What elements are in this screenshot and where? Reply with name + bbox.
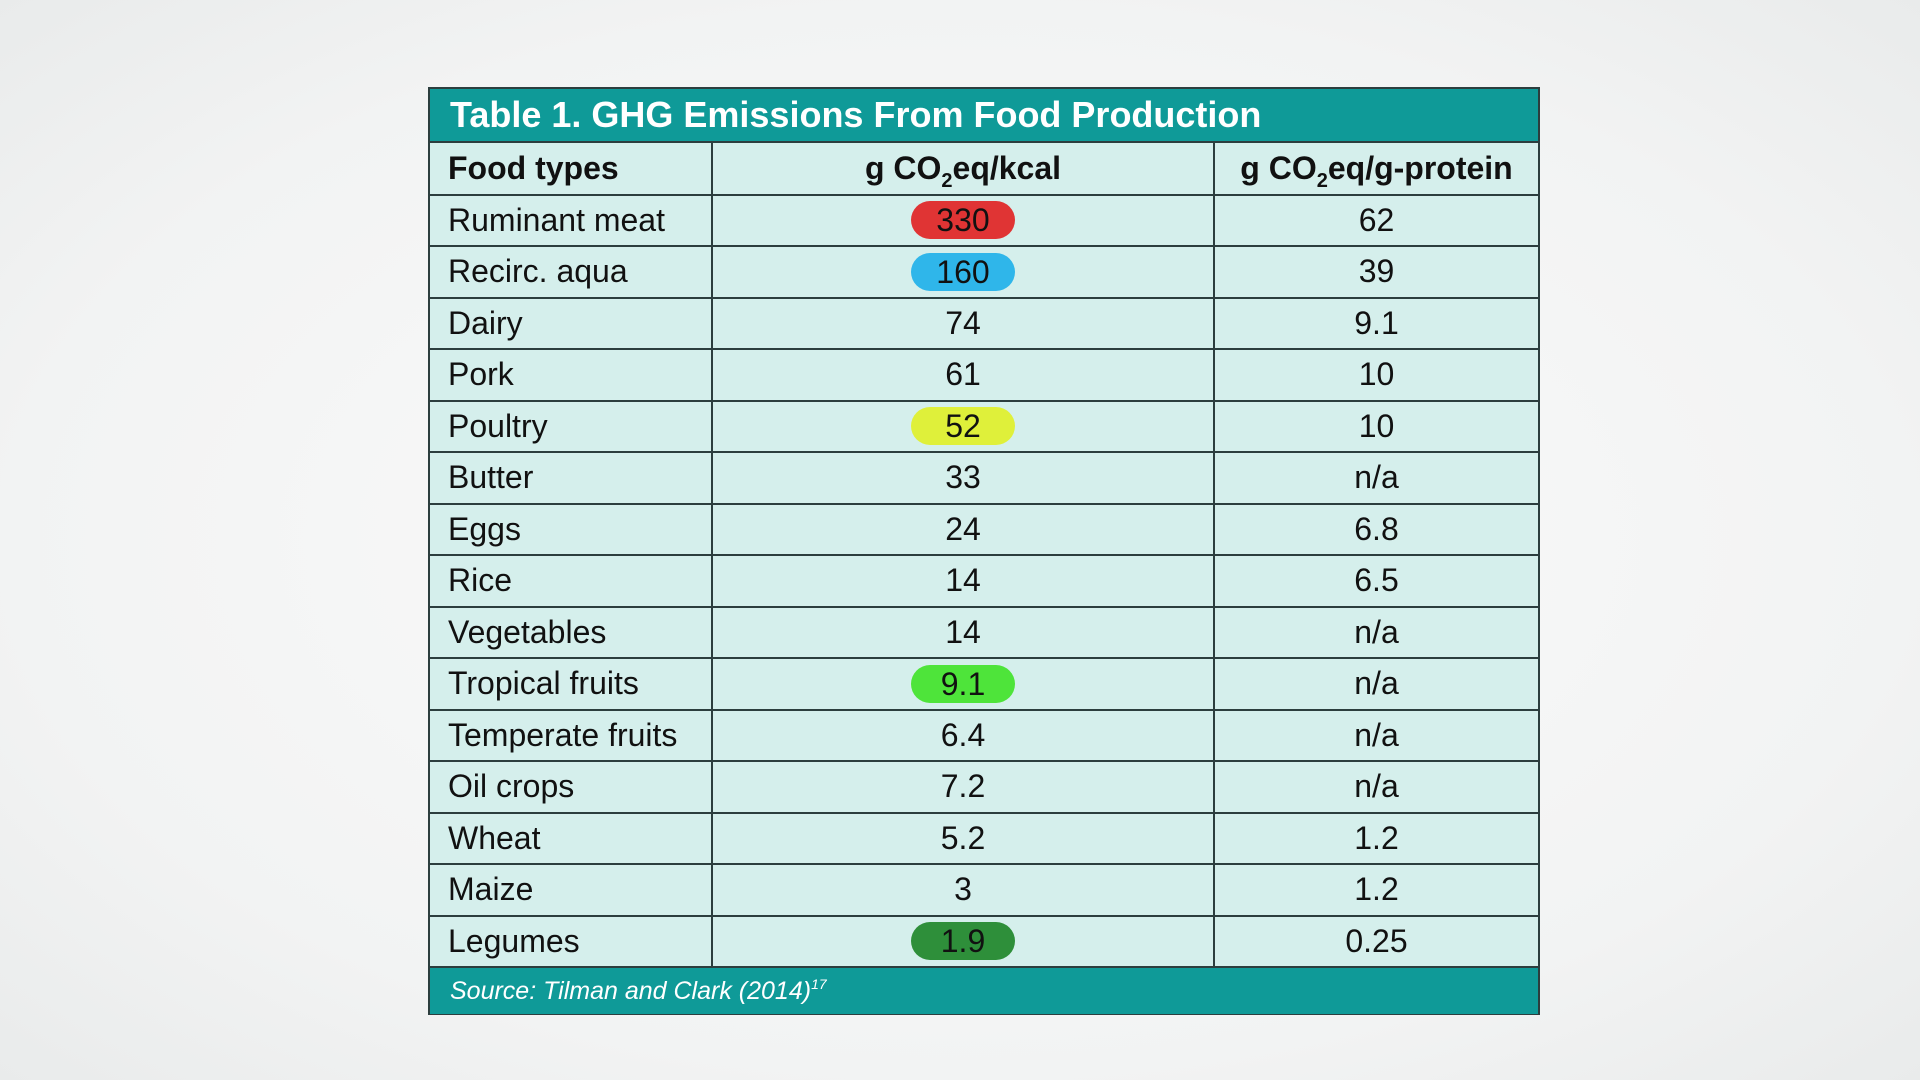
- table-row: Eggs 24 6.8: [430, 503, 1538, 556]
- food-type-cell: Eggs: [430, 503, 713, 556]
- co2-per-protein-cell: n/a: [1214, 658, 1538, 711]
- co2-per-kcal-cell: 6.4: [712, 709, 1215, 762]
- co2-per-protein-cell: n/a: [1214, 709, 1538, 762]
- co2-per-kcal-cell: 14: [712, 606, 1215, 659]
- highlight-pill: 52: [911, 407, 1015, 446]
- food-type-cell: Wheat: [430, 812, 713, 865]
- food-type-cell: Maize: [430, 864, 713, 917]
- table-row: Dairy 74 9.1: [430, 297, 1538, 350]
- co2-per-protein-cell: 10: [1214, 349, 1538, 402]
- co2-per-kcal-cell: 61: [712, 349, 1215, 402]
- co2-per-kcal-cell: 33: [712, 452, 1215, 505]
- co2-per-kcal-cell: 7.2: [712, 761, 1215, 814]
- table-row: Recirc. aqua 160 39: [430, 246, 1538, 299]
- highlight-pill: 330: [911, 201, 1015, 240]
- food-type-cell: Dairy: [430, 297, 713, 350]
- table-row: Vegetables 14 n/a: [430, 606, 1538, 659]
- header-co2-per-kcal-sub: 2: [941, 169, 953, 192]
- food-type-cell: Pork: [430, 349, 713, 402]
- co2-per-kcal-cell: 14: [712, 555, 1215, 608]
- table-row: Butter 33 n/a: [430, 452, 1538, 505]
- highlight-pill: 160: [911, 252, 1015, 291]
- food-type-cell: Recirc. aqua: [430, 246, 713, 299]
- food-type-cell: Rice: [430, 555, 713, 608]
- co2-per-kcal-cell: 3: [712, 864, 1215, 917]
- source-citation: Source: Tilman and Clark (2014): [450, 977, 812, 1005]
- co2-per-protein-cell: 62: [1214, 194, 1538, 247]
- co2-per-protein-cell: 39: [1214, 246, 1538, 299]
- header-co2-per-kcal-suffix: eq/kcal: [952, 149, 1062, 186]
- food-type-cell: Legumes: [430, 915, 713, 968]
- table-row: Rice 14 6.5: [430, 555, 1538, 608]
- table-row: Temperate fruits 6.4 n/a: [430, 709, 1538, 762]
- header-co2-per-protein-sub: 2: [1316, 169, 1328, 192]
- co2-per-kcal-cell: 1.9: [712, 915, 1215, 968]
- table-row: Ruminant meat 330 62: [430, 194, 1538, 247]
- table-row: Tropical fruits 9.1 n/a: [430, 658, 1538, 711]
- food-type-cell: Tropical fruits: [430, 658, 713, 711]
- table-title: Table 1. GHG Emissions From Food Product…: [430, 89, 1538, 143]
- table-row: Maize 3 1.2: [430, 864, 1538, 917]
- table-footer: Source: Tilman and Clark (2014)17: [430, 968, 1538, 1014]
- food-type-cell: Oil crops: [430, 761, 713, 814]
- header-row: Food types g CO2eq/kcal g CO2eq/g-protei…: [430, 143, 1538, 196]
- co2-per-protein-cell: 6.5: [1214, 555, 1538, 608]
- food-type-cell: Butter: [430, 452, 713, 505]
- emissions-table: Food types g CO2eq/kcal g CO2eq/g-protei…: [430, 143, 1538, 968]
- table-row: Pork 61 10: [430, 349, 1538, 402]
- co2-per-kcal-cell: 24: [712, 503, 1215, 556]
- co2-per-protein-cell: 1.2: [1214, 812, 1538, 865]
- co2-per-protein-cell: 1.2: [1214, 864, 1538, 917]
- emissions-table-card: Table 1. GHG Emissions From Food Product…: [428, 87, 1540, 1015]
- co2-per-protein-cell: n/a: [1214, 452, 1538, 505]
- food-type-cell: Temperate fruits: [430, 709, 713, 762]
- co2-per-protein-cell: n/a: [1214, 761, 1538, 814]
- food-type-cell: Vegetables: [430, 606, 713, 659]
- co2-per-protein-cell: n/a: [1214, 606, 1538, 659]
- co2-per-kcal-cell: 74: [712, 297, 1215, 350]
- co2-per-kcal-cell: 9.1: [712, 658, 1215, 711]
- header-food-types: Food types: [430, 143, 713, 196]
- co2-per-kcal-cell: 52: [712, 400, 1215, 453]
- header-co2-per-kcal: g CO2eq/kcal: [712, 143, 1215, 196]
- co2-per-kcal-cell: 160: [712, 246, 1215, 299]
- table-row: Poultry 52 10: [430, 400, 1538, 453]
- co2-per-kcal-cell: 330: [712, 194, 1215, 247]
- header-co2-per-kcal-prefix: g CO: [864, 149, 942, 186]
- table-row: Wheat 5.2 1.2: [430, 812, 1538, 865]
- co2-per-protein-cell: 10: [1214, 400, 1538, 453]
- co2-per-kcal-cell: 5.2: [712, 812, 1215, 865]
- footnote-marker: 17: [811, 976, 827, 992]
- table-row: Legumes 1.9 0.25: [430, 915, 1538, 968]
- header-co2-per-protein-suffix: eq/g-protein: [1327, 149, 1513, 186]
- highlight-pill: 1.9: [911, 922, 1015, 961]
- highlight-pill: 9.1: [911, 664, 1015, 703]
- table-row: Oil crops 7.2 n/a: [430, 761, 1538, 814]
- food-type-cell: Ruminant meat: [430, 194, 713, 247]
- header-co2-per-protein-prefix: g CO: [1240, 149, 1317, 186]
- co2-per-protein-cell: 9.1: [1214, 297, 1538, 350]
- food-type-cell: Poultry: [430, 400, 713, 453]
- header-co2-per-protein: g CO2eq/g-protein: [1214, 143, 1538, 196]
- table-body: Ruminant meat 330 62 Recirc. aqua 160 39 Dairy…: [430, 194, 1538, 968]
- co2-per-protein-cell: 6.8: [1214, 503, 1538, 556]
- co2-per-protein-cell: 0.25: [1214, 915, 1538, 968]
